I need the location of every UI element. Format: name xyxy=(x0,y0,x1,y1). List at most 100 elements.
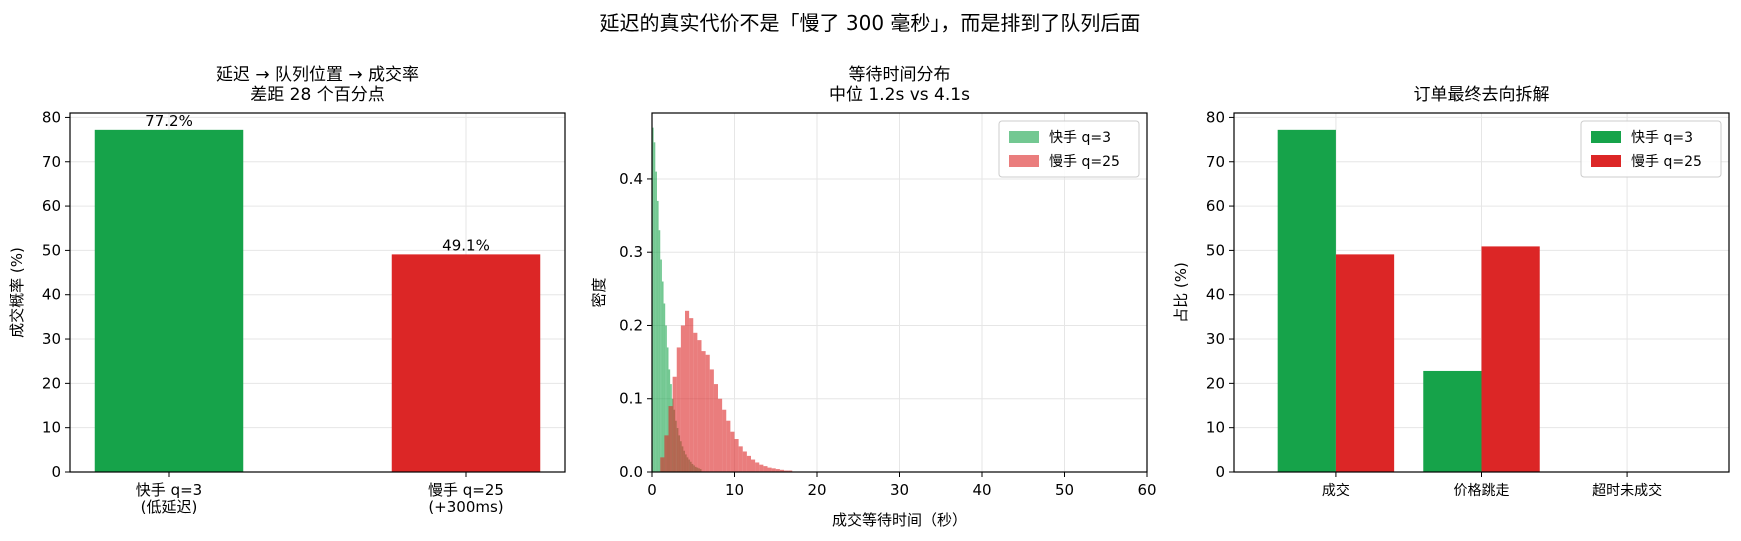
y-tick-label: 0.0 xyxy=(619,463,643,481)
histogram-bin xyxy=(755,462,760,472)
histogram-bin xyxy=(665,325,667,472)
x-tick-label: 60 xyxy=(1137,481,1156,499)
histogram-bin xyxy=(722,409,727,472)
histogram-bin xyxy=(730,431,735,472)
histogram-bin xyxy=(693,332,698,472)
y-tick-label: 20 xyxy=(1206,374,1225,392)
bar xyxy=(1335,254,1395,472)
y-tick-label: 30 xyxy=(1206,330,1225,348)
y-tick-label: 50 xyxy=(1206,241,1225,259)
histogram-bin xyxy=(658,230,661,472)
legend-label: 快手 q=3 xyxy=(1631,130,1693,146)
y-tick-label: 70 xyxy=(1206,153,1225,171)
histogram-bin xyxy=(701,351,706,472)
histogram-bin xyxy=(664,435,669,472)
bar xyxy=(94,129,244,472)
histogram-bin xyxy=(779,469,784,472)
bar xyxy=(391,254,541,472)
y-tick-label: 0.1 xyxy=(619,390,643,408)
histogram-bin xyxy=(680,325,685,472)
histogram-bin xyxy=(660,457,665,472)
y-tick-label: 30 xyxy=(42,330,61,348)
legend-label: 快手 q=3 xyxy=(1049,130,1111,146)
y-tick-label: 60 xyxy=(1206,197,1225,215)
histogram-bin xyxy=(705,354,710,472)
histogram-bin xyxy=(738,446,743,472)
histogram-bin xyxy=(689,318,694,472)
y-tick-label: 0.4 xyxy=(619,170,643,188)
histogram-bin xyxy=(655,171,657,472)
legend-swatch xyxy=(1591,131,1621,143)
histogram-bin xyxy=(784,470,789,472)
histogram-bin xyxy=(759,464,764,472)
axes-frame xyxy=(1233,112,1730,473)
x-tick-label: 超时未成交 xyxy=(1592,482,1662,499)
x-tick-label: 10 xyxy=(725,481,744,499)
panel-subtitle: 差距 28 个百分点 xyxy=(250,85,384,105)
y-tick-label: 0 xyxy=(1215,463,1225,481)
histogram-bin xyxy=(672,376,677,472)
bar-value-label: 77.2% xyxy=(145,112,193,130)
axes-frame xyxy=(69,112,566,473)
histogram-bin xyxy=(709,369,714,472)
histogram-series xyxy=(660,310,793,472)
y-axis-label: 占比 (%) xyxy=(1172,262,1190,323)
bar xyxy=(1481,246,1540,472)
histogram-bin xyxy=(676,347,681,472)
bar-value-label: 49.1% xyxy=(442,236,490,254)
histogram-bin xyxy=(718,398,723,472)
x-tick-label: 价格跳走 xyxy=(1454,483,1510,499)
y-tick-label: 70 xyxy=(42,153,61,171)
x-axis-label: 成交等待时间（秒） xyxy=(832,511,967,529)
x-tick-label: 40 xyxy=(972,481,991,499)
x-tick-label: (低延迟) xyxy=(141,498,198,516)
legend-swatch xyxy=(1591,155,1621,167)
histogram-bin xyxy=(751,459,756,472)
histogram-bin xyxy=(668,406,673,472)
x-tick-label: 快手 q=3 xyxy=(136,481,202,499)
histogram-bin xyxy=(746,455,751,472)
x-tick-label: (+300ms) xyxy=(428,498,503,516)
figure-suptitle: 延迟的真实代价不是「慢了 300 毫秒」，而是排到了队列后面 xyxy=(600,11,1141,35)
y-tick-label: 0.2 xyxy=(619,316,643,334)
bar xyxy=(1423,370,1482,472)
legend: 快手 q=3 慢手 q=25 xyxy=(998,120,1140,178)
x-tick-label: 慢手 q=25 xyxy=(428,481,504,499)
x-tick-label: 20 xyxy=(807,481,826,499)
axes-frame xyxy=(651,112,1148,473)
histogram-bin xyxy=(767,467,772,472)
histogram-bin xyxy=(653,142,656,472)
y-tick-label: 50 xyxy=(42,241,61,259)
y-tick-label: 40 xyxy=(1206,286,1225,304)
y-tick-label: 80 xyxy=(1206,108,1225,126)
legend-swatch xyxy=(1009,131,1039,143)
y-tick-label: 10 xyxy=(1206,419,1225,437)
histogram-bin xyxy=(661,281,664,472)
histogram-bin xyxy=(763,466,768,472)
y-axis-label: 成交概率 (%) xyxy=(8,247,26,338)
panel-subtitle: 中位 1.2s vs 4.1s xyxy=(829,85,970,105)
legend-label: 慢手 q=25 xyxy=(1631,153,1702,170)
panel-title: 延迟 → 队列位置 → 成交率 xyxy=(216,65,419,85)
histogram-bin xyxy=(742,451,747,472)
panel-title: 等待时间分布 xyxy=(849,65,951,85)
x-tick-label: 成交 xyxy=(1322,482,1350,499)
histogram-bin xyxy=(734,439,739,472)
y-axis-label: 密度 xyxy=(590,277,608,307)
histogram-bin xyxy=(656,200,659,472)
y-tick-label: 0 xyxy=(51,463,61,481)
legend-label: 慢手 q=25 xyxy=(1049,153,1120,170)
histogram-bin xyxy=(663,303,666,472)
y-tick-label: 60 xyxy=(42,197,61,215)
bar xyxy=(1277,129,1336,472)
histogram-bin xyxy=(713,384,718,472)
panel-fill-rate: 77.2% 快手 q=3(低延迟) 49.1% 慢手 q=25(+300ms) 0 10 2… xyxy=(8,65,566,516)
histogram-bin xyxy=(771,468,776,472)
y-tick-label: 80 xyxy=(42,108,61,126)
y-tick-label: 40 xyxy=(42,286,61,304)
panel-title: 订单最终去向拆解 xyxy=(1414,85,1550,105)
x-tick-label: 0 xyxy=(647,481,657,499)
